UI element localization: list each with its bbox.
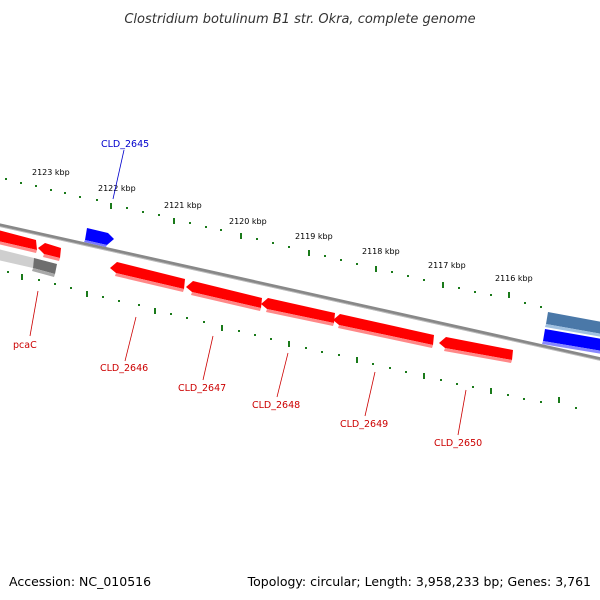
kbp-label-2119: 2119 kbp [295, 232, 333, 241]
kbp-label-2123: 2123 kbp [32, 168, 70, 177]
major-tick [86, 291, 88, 297]
major-tick [375, 266, 377, 272]
gene-left-edge-feature[interactable] [0, 230, 37, 253]
kbp-label-2118: 2118 kbp [362, 247, 400, 256]
kbp-label-2121: 2121 kbp [164, 201, 202, 210]
outer-tick-ring [5, 178, 542, 308]
kbp-label-2122: 2122 kbp [98, 184, 136, 193]
gene-label-cld-2648[interactable]: CLD_2648 [252, 400, 300, 411]
major-tick [442, 282, 444, 288]
gene-label-cld-2647[interactable]: CLD_2647 [178, 383, 226, 394]
major-tick [508, 292, 510, 298]
kbp-label-2117: 2117 kbp [428, 261, 466, 270]
major-tick [288, 341, 290, 347]
gene-label-pcac[interactable]: pcaC [13, 340, 37, 351]
kbp-label-2120: 2120 kbp [229, 217, 267, 226]
gene-cld-2649-feature[interactable] [333, 314, 434, 348]
map-title: Clostridium botulinum B1 str. Okra, comp… [124, 12, 475, 27]
gene-right-blue-feature[interactable] [542, 329, 600, 354]
gene-small-red-feature[interactable] [38, 243, 61, 261]
kbp-labels: 2123 kbp 2122 kbp 2121 kbp 2120 kbp 2119… [32, 168, 533, 283]
major-tick [221, 325, 223, 331]
label-leaders [29, 149, 467, 436]
gene-right-steel-feature[interactable] [545, 312, 600, 337]
gene-label-cld-2645[interactable]: CLD_2645 [101, 139, 149, 150]
major-tick [490, 388, 492, 394]
gene-label-cld-2649[interactable]: CLD_2649 [340, 419, 388, 430]
major-tick [21, 274, 23, 280]
major-tick [110, 203, 112, 209]
major-tick [173, 218, 175, 224]
major-tick [308, 250, 310, 256]
major-tick [154, 308, 156, 314]
gene-cld-2645-feature[interactable] [84, 228, 114, 247]
gene-pcac-feature[interactable] [0, 249, 57, 277]
gene-cld-2646-feature[interactable] [110, 262, 185, 292]
accession-text: Accession: NC_010516 [9, 574, 151, 589]
kbp-label-2116: 2116 kbp [495, 274, 533, 283]
major-tick [558, 397, 560, 403]
gene-cld-2650-feature[interactable] [439, 337, 513, 363]
major-tick [240, 233, 242, 239]
topology-text: Topology: circular; Length: 3,958,233 bp… [247, 574, 591, 589]
major-tick [423, 373, 425, 379]
gene-cld-2648-feature[interactable] [261, 298, 335, 326]
gene-cld-2647-feature[interactable] [186, 281, 262, 311]
gene-label-cld-2646[interactable]: CLD_2646 [100, 363, 148, 374]
inner-tick-ring [7, 271, 577, 409]
genome-backbone [0, 223, 600, 361]
major-tick [356, 357, 358, 363]
gene-label-cld-2650[interactable]: CLD_2650 [434, 438, 482, 449]
